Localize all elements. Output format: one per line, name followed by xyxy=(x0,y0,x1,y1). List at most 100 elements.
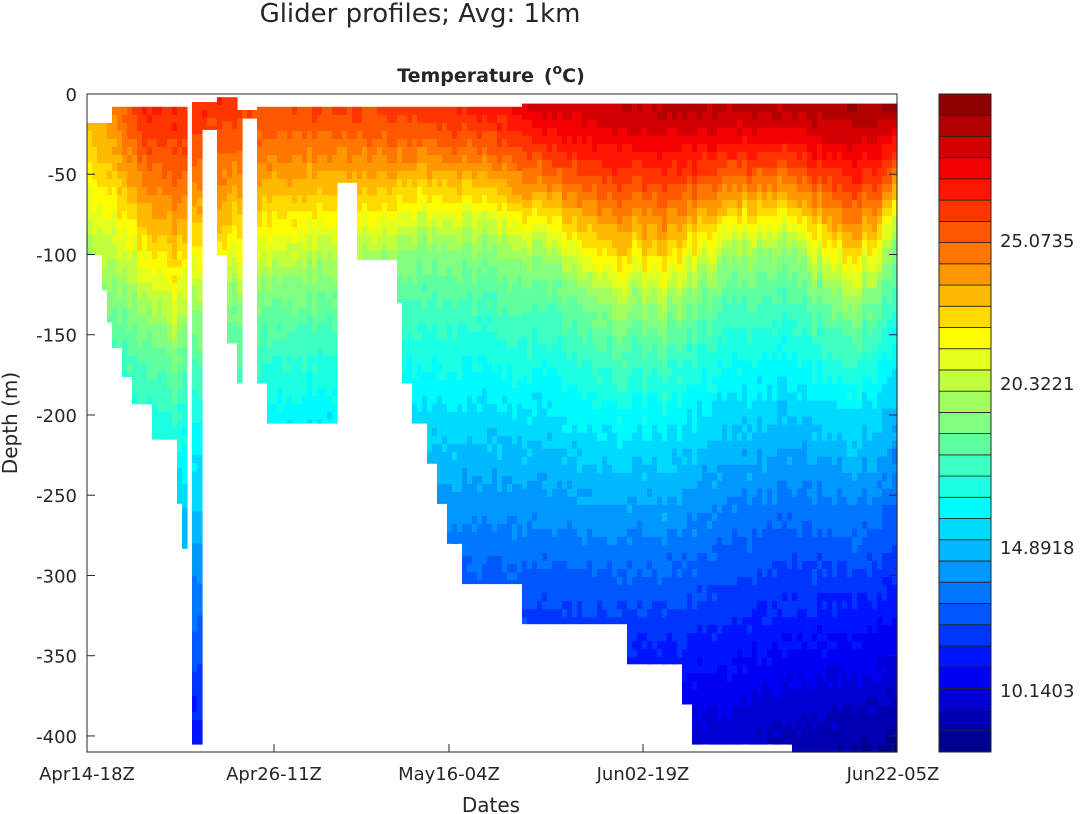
heatmap-cell xyxy=(712,151,718,161)
colorbar-level xyxy=(938,305,992,328)
heatmap-cell xyxy=(227,193,233,227)
heatmap-cell xyxy=(472,243,478,260)
heatmap-cell xyxy=(622,504,628,538)
heatmap-cell xyxy=(822,224,828,249)
heatmap-cell xyxy=(147,106,153,116)
heatmap-cell xyxy=(467,524,473,557)
heatmap-cell xyxy=(197,663,203,721)
heatmap-cell xyxy=(322,171,328,196)
heatmap-cell xyxy=(697,143,703,161)
heatmap-cell xyxy=(592,103,598,121)
heatmap-cell xyxy=(872,272,878,289)
heatmap-cell xyxy=(172,323,178,341)
heatmap-cell xyxy=(852,328,858,345)
heatmap-cell xyxy=(477,476,483,485)
heatmap-cell xyxy=(157,291,163,300)
heatmap-cell xyxy=(692,432,698,466)
heatmap-cell xyxy=(742,191,748,201)
heatmap-cell xyxy=(842,384,848,410)
heatmap-cell xyxy=(742,224,748,233)
heatmap-cell xyxy=(882,657,888,666)
heatmap-cell xyxy=(727,240,733,249)
heatmap-cell xyxy=(272,138,278,156)
heatmap-cell xyxy=(227,281,233,307)
heatmap-cell xyxy=(702,320,708,345)
heatmap-cell xyxy=(317,114,323,132)
heatmap-cell xyxy=(832,721,838,731)
heatmap-cell xyxy=(857,127,863,145)
heatmap-cell xyxy=(467,130,473,140)
heatmap-cell xyxy=(717,256,723,265)
heatmap-cell xyxy=(832,296,838,321)
heatmap-cell xyxy=(777,448,783,482)
heatmap-cell xyxy=(817,424,823,458)
heatmap-cell xyxy=(182,267,188,300)
heatmap-cell xyxy=(307,251,313,260)
heatmap-cell xyxy=(472,211,478,228)
heatmap-cell xyxy=(642,641,648,650)
heatmap-cell xyxy=(782,183,788,193)
heatmap-cell xyxy=(792,232,798,241)
heatmap-cell xyxy=(87,251,93,256)
heatmap-cell xyxy=(702,713,708,723)
heatmap-cell xyxy=(522,448,528,458)
heatmap-cell xyxy=(527,360,533,386)
heatmap-cell xyxy=(752,191,758,201)
heatmap-cell xyxy=(447,235,453,252)
heatmap-cell xyxy=(887,135,893,145)
y-tick-label: -300 xyxy=(36,566,77,587)
heatmap-cell xyxy=(797,729,803,739)
heatmap-cell xyxy=(817,633,823,642)
heatmap-cell xyxy=(557,376,563,418)
heatmap-cell xyxy=(632,232,638,241)
heatmap-cell xyxy=(567,224,573,241)
heatmap-cell xyxy=(697,625,703,658)
heatmap-cell xyxy=(782,191,788,201)
heatmap-cell xyxy=(742,384,748,418)
heatmap-cell xyxy=(152,315,158,325)
heatmap-cell xyxy=(647,569,653,578)
heatmap-cell xyxy=(267,307,273,349)
heatmap-cell xyxy=(827,713,833,753)
heatmap-cell xyxy=(567,191,573,209)
heatmap-cell xyxy=(642,416,648,426)
heatmap-cell xyxy=(317,203,323,220)
heatmap-cell xyxy=(467,484,473,525)
heatmap-cell xyxy=(172,347,178,373)
heatmap-cell xyxy=(192,102,198,135)
heatmap-cell xyxy=(672,103,678,121)
heatmap-cell xyxy=(397,147,403,172)
heatmap-cell xyxy=(362,187,368,204)
heatmap-cell xyxy=(137,267,143,284)
heatmap-cell xyxy=(852,264,858,273)
heatmap-cell xyxy=(882,577,888,586)
heatmap-cell xyxy=(782,167,788,185)
heatmap-cell xyxy=(637,288,643,297)
heatmap-cell xyxy=(457,195,463,204)
heatmap-cell xyxy=(867,745,873,753)
heatmap-cell xyxy=(867,440,873,474)
heatmap-cell xyxy=(682,216,688,225)
heatmap-cell xyxy=(152,219,158,244)
heatmap-cell xyxy=(797,127,803,145)
heatmap-cell xyxy=(732,424,738,466)
heatmap-cell xyxy=(442,484,448,504)
heatmap-cell xyxy=(887,488,893,506)
heatmap-cell xyxy=(682,392,688,426)
heatmap-cell xyxy=(862,520,868,530)
heatmap-cell xyxy=(777,167,783,177)
heatmap-cell xyxy=(327,235,333,252)
heatmap-cell xyxy=(752,609,758,642)
heatmap-cell xyxy=(892,264,898,289)
heatmap-cell xyxy=(852,528,858,538)
heatmap-cell xyxy=(457,147,463,164)
heatmap-cell xyxy=(832,232,838,241)
heatmap-cell xyxy=(512,211,518,220)
heatmap-cell xyxy=(277,331,283,341)
heatmap-cell xyxy=(662,256,668,273)
heatmap-cell xyxy=(142,315,148,341)
heatmap-cell xyxy=(637,601,643,610)
heatmap-cell xyxy=(117,163,123,172)
heatmap-cell xyxy=(447,532,453,544)
heatmap-cell xyxy=(767,360,773,386)
